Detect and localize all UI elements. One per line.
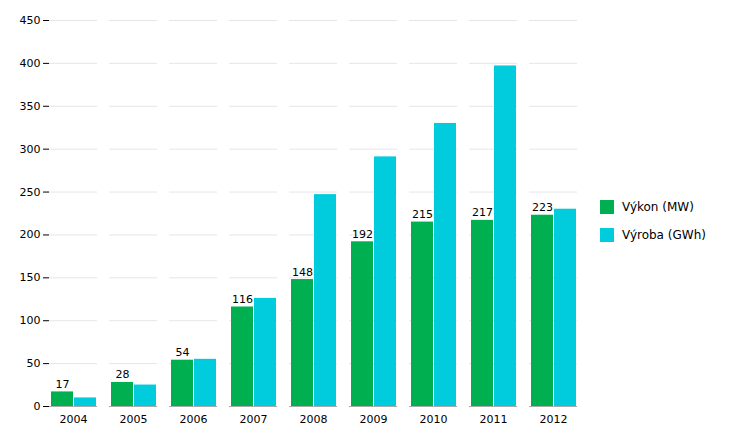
- svg-text:217: 217: [472, 206, 493, 219]
- svg-text:116: 116: [232, 293, 253, 306]
- html-text:Výkon (MW): Výkon (MW): [622, 199, 694, 214]
- svg-text:2007: 2007: [240, 413, 268, 426]
- svg-text:400: 400: [20, 57, 41, 70]
- svg-text:350: 350: [20, 100, 41, 113]
- svg-text:250: 250: [20, 186, 41, 199]
- svg-text:450: 450: [20, 14, 41, 27]
- svg-text:54: 54: [176, 346, 190, 359]
- svg-text:150: 150: [20, 271, 41, 284]
- svg-text:215: 215: [412, 208, 433, 221]
- svg-text:223: 223: [532, 201, 553, 214]
- svg-text:0: 0: [34, 400, 41, 413]
- svg-text:100: 100: [20, 314, 41, 327]
- html-text:Výroba (GWh): Výroba (GWh): [622, 227, 706, 242]
- svg-text:192: 192: [352, 228, 373, 241]
- svg-text:50: 50: [27, 357, 41, 370]
- svg-text:2011: 2011: [480, 413, 508, 426]
- svg-text:200: 200: [20, 228, 41, 241]
- svg-text:2006: 2006: [180, 413, 208, 426]
- svg-text:17: 17: [56, 378, 70, 391]
- svg-text:2004: 2004: [60, 413, 88, 426]
- svg-text:2012: 2012: [540, 413, 568, 426]
- svg-text:28: 28: [116, 368, 130, 381]
- svg-text:2008: 2008: [300, 413, 328, 426]
- svg-text:2009: 2009: [360, 413, 388, 426]
- svg-text:2010: 2010: [420, 413, 448, 426]
- svg-text:2005: 2005: [120, 413, 148, 426]
- svg-text:148: 148: [292, 266, 313, 279]
- svg-text:300: 300: [20, 143, 41, 156]
